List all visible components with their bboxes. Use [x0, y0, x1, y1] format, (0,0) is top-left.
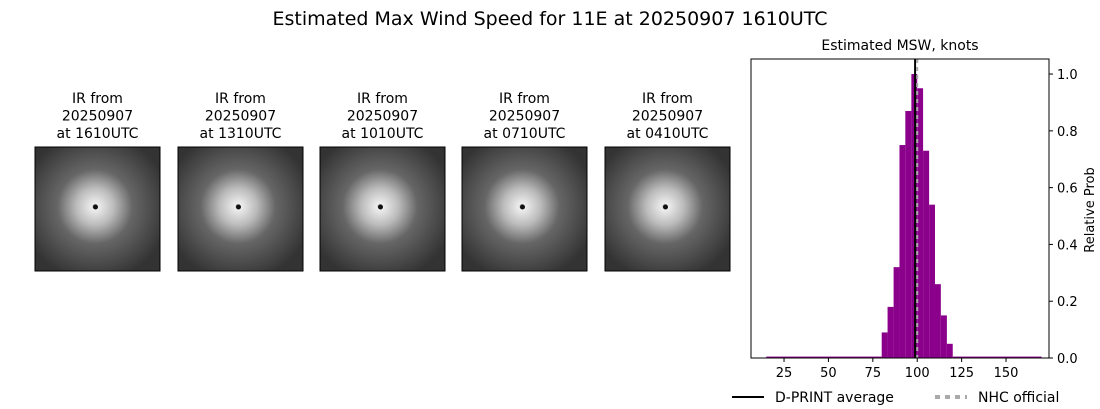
chart-title: Estimated MSW, knots: [821, 38, 978, 54]
y-tick-label: 0.4: [1057, 238, 1078, 253]
panel-label: 20250907: [347, 109, 418, 125]
y-axis-label: Relative Prob: [1083, 167, 1098, 252]
storm-eye: [378, 204, 383, 210]
panel-label: 20250907: [632, 109, 703, 125]
ir-image: [177, 146, 304, 272]
bar: [923, 150, 930, 358]
figure-title: Estimated Max Wind Speed for 11E at 2025…: [272, 8, 827, 30]
panel-label: IR from: [357, 91, 408, 107]
panel-label: at 0410UTC: [627, 126, 709, 142]
ir-image: [319, 146, 446, 272]
plot-frame: [750, 58, 1050, 359]
storm-eye: [520, 204, 525, 210]
x-tick-label: 100: [905, 366, 930, 381]
panel-label: IR from: [499, 91, 550, 107]
panel-label: 20250907: [205, 109, 276, 125]
x-tick-label: 150: [994, 366, 1019, 381]
storm-eye: [236, 204, 241, 210]
storm-eye: [663, 204, 668, 210]
bar: [952, 356, 1042, 358]
bar: [934, 284, 941, 358]
ir-image: [34, 146, 161, 272]
y-tick-label: 0.8: [1057, 125, 1078, 140]
x-tick-label: 75: [865, 366, 882, 381]
legend-label: NHC official: [978, 390, 1059, 406]
bar: [899, 145, 906, 358]
ir-image: [604, 146, 731, 272]
bar: [940, 315, 947, 358]
bar: [766, 356, 882, 358]
bar: [929, 204, 935, 358]
y-tick-label: 1.0: [1057, 68, 1078, 83]
storm-eye: [93, 204, 98, 210]
bar: [905, 110, 912, 359]
panel-label: at 1310UTC: [200, 126, 282, 142]
panel-label: IR from: [72, 91, 123, 107]
bar: [893, 267, 900, 358]
panel-label: IR from: [642, 91, 693, 107]
y-tick-label: 0.0: [1057, 352, 1078, 367]
legend-label: D-PRINT average: [775, 390, 894, 406]
bar: [881, 332, 888, 358]
panel-label: at 1010UTC: [342, 126, 424, 142]
panel-label: at 0710UTC: [484, 126, 566, 142]
panel-label: at 1610UTC: [57, 126, 139, 142]
bar: [887, 306, 894, 358]
x-tick-label: 25: [776, 366, 793, 381]
y-tick-label: 0.6: [1057, 182, 1078, 197]
panel-label: 20250907: [62, 109, 133, 125]
y-tick-label: 0.2: [1057, 295, 1078, 310]
panel-label: IR from: [215, 91, 266, 107]
ir-image: [461, 146, 588, 272]
bar: [917, 88, 924, 358]
panel-label: 20250907: [489, 109, 560, 125]
bar: [946, 343, 953, 358]
x-tick-label: 50: [820, 366, 837, 381]
x-tick-label: 125: [949, 366, 974, 381]
